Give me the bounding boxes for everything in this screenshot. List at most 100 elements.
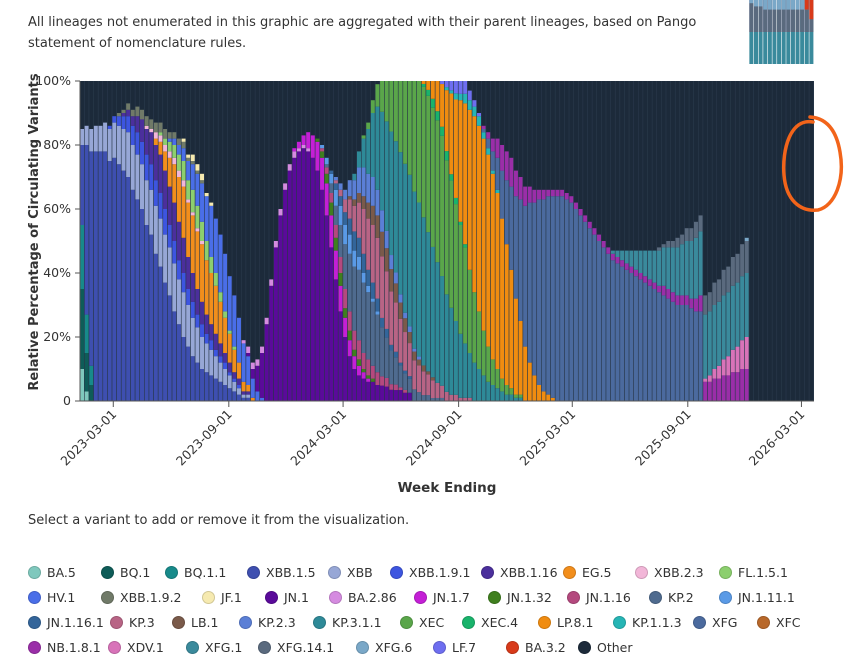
bar-segment-JN.1.16[interactable] <box>333 225 338 238</box>
bar-segment-XBB.1.5[interactable] <box>135 199 140 401</box>
bar-segment-HV.1[interactable] <box>223 253 228 312</box>
bar-segment-EG.5[interactable] <box>186 202 191 257</box>
week-bar[interactable] <box>513 81 519 401</box>
week-bar[interactable] <box>472 81 478 401</box>
bar-segment-XEC[interactable] <box>384 81 389 122</box>
bar-segment-XFG[interactable] <box>560 196 565 401</box>
legend-item-BQ.1[interactable]: BQ.1 <box>101 565 165 580</box>
bar-segment-LB.1[interactable] <box>407 332 412 344</box>
bar-segment-XBB[interactable] <box>200 337 205 369</box>
bar-segment-XBB.1.5[interactable] <box>181 337 186 401</box>
bar-segment-NB.1.8.1[interactable] <box>578 209 583 216</box>
bar-segment-KP.2.3[interactable] <box>380 210 385 232</box>
bar-segment-XBB.1.5[interactable] <box>149 234 154 401</box>
bar-segment-LP.8.1[interactable] <box>472 116 477 293</box>
bar-segment-EG.5[interactable] <box>246 385 251 392</box>
bar-segment-EG.5[interactable] <box>213 285 218 334</box>
bar-segment-XFG.14.1[interactable] <box>670 241 675 248</box>
bar-segment-KP.3.1.1[interactable] <box>393 141 398 273</box>
bar-segment-XBB.1.5[interactable] <box>144 225 149 401</box>
week-bar[interactable] <box>500 81 505 401</box>
bar-segment-FL.1.5.1[interactable] <box>232 346 237 350</box>
bar-segment-LP.8.1[interactable] <box>453 99 458 198</box>
bar-segment-KP.2[interactable] <box>361 282 366 353</box>
bar-segment-JN.1[interactable] <box>343 337 348 401</box>
bar-segment-KP.3[interactable] <box>380 256 385 318</box>
bar-segment-XBB[interactable] <box>163 234 168 283</box>
bar-segment-LP.8.1[interactable] <box>481 138 486 331</box>
week-bar[interactable] <box>80 81 85 401</box>
bar-segment-XFG.14.1[interactable] <box>657 247 662 251</box>
week-bar[interactable] <box>527 81 533 401</box>
bar-segment-XBB.1.9.1[interactable] <box>190 301 195 318</box>
bar-segment-XFG[interactable] <box>684 305 689 401</box>
bar-segment-JN.1.7[interactable] <box>306 132 311 149</box>
bar-segment-EG.5[interactable] <box>167 157 172 187</box>
bar-segment-JN.1[interactable] <box>255 365 260 392</box>
bar-segment-XBB.1.16[interactable] <box>204 314 209 334</box>
bar-segment-XBB[interactable] <box>153 205 158 254</box>
bar-segment-XBB.1.16[interactable] <box>227 362 232 373</box>
week-bar[interactable] <box>343 81 348 401</box>
bar-segment-XFG.14.1[interactable] <box>744 241 749 273</box>
bar-segment-JF.1[interactable] <box>209 202 214 206</box>
bar-segment-XFG[interactable] <box>573 209 578 401</box>
bar-segment-LB.1[interactable] <box>416 359 422 366</box>
bar-segment-KP.3[interactable] <box>352 205 357 232</box>
bar-segment-JN.1[interactable] <box>398 390 403 401</box>
week-bar[interactable] <box>218 81 224 401</box>
bar-segment-XFG[interactable] <box>597 241 602 401</box>
bar-segment-XFG[interactable] <box>652 289 657 401</box>
bar-segment-JN.1.16.1[interactable] <box>347 218 352 235</box>
bar-segment-JN.1.11.1[interactable] <box>324 157 329 165</box>
week-bar[interactable] <box>121 81 127 401</box>
bar-segment-XFG.1[interactable] <box>629 250 634 267</box>
bar-segment-XFG.1[interactable] <box>698 231 703 296</box>
bar-segment-BA.2.86[interactable] <box>301 145 306 149</box>
bar-segment-XBB.1.5[interactable] <box>209 375 214 401</box>
week-bar[interactable] <box>352 81 357 401</box>
bar-segment-XDV.1[interactable] <box>717 365 722 379</box>
legend-item-FL.1.5.1[interactable]: FL.1.5.1 <box>719 565 799 580</box>
bar-segment-KP.2.3[interactable] <box>370 177 375 206</box>
bar-segment-XBB.1.9.1[interactable] <box>135 132 140 155</box>
bar-segment-KP.3[interactable] <box>333 180 338 184</box>
bar-segment-JN.1.7[interactable] <box>356 365 361 376</box>
week-bar[interactable] <box>652 81 658 401</box>
bar-segment-XBB.1.9.1[interactable] <box>172 241 177 264</box>
bar-segment-XFG.6[interactable] <box>800 0 805 10</box>
bar-segment-JN.1.11.1[interactable] <box>320 145 325 149</box>
bar-segment-XBB.1.16[interactable] <box>153 145 158 181</box>
bar-segment-NB.1.8.1[interactable] <box>666 289 671 299</box>
bar-segment-JN.1.16[interactable] <box>389 384 394 390</box>
week-bar[interactable] <box>564 81 570 401</box>
bar-segment-FL.1.5.1[interactable] <box>213 273 218 286</box>
week-bar[interactable] <box>158 81 164 401</box>
bar-segment-KP.3[interactable] <box>384 271 389 329</box>
bar-segment-JN.1.16.1[interactable] <box>384 328 389 338</box>
bar-segment-KP.3.1.1[interactable] <box>449 307 454 395</box>
bar-segment-LP.8.1[interactable] <box>509 269 514 389</box>
bar-segment-XBB.2.3[interactable] <box>181 180 186 187</box>
bar-segment-KP.1.1.3[interactable] <box>481 132 486 139</box>
bar-segment-XBB[interactable] <box>130 145 135 190</box>
bar-segment-XEC.4[interactable] <box>449 174 454 181</box>
bar-segment-KP.2[interactable] <box>421 395 426 401</box>
bar-segment-KP.3.1.1[interactable] <box>380 111 385 211</box>
bar-segment-XFG[interactable] <box>670 301 675 401</box>
bar-segment-EG.5[interactable] <box>195 231 200 289</box>
week-bar[interactable] <box>144 81 150 401</box>
bar-segment-NB.1.8.1[interactable] <box>744 369 749 401</box>
bar-segment-KP.3.1.1[interactable] <box>453 321 458 395</box>
bar-segment-LP.8.1[interactable] <box>513 298 518 395</box>
week-bar[interactable] <box>292 81 297 401</box>
bar-segment-JN.1.7[interactable] <box>296 141 301 149</box>
bar-segment-FL.1.5.1[interactable] <box>158 132 163 136</box>
bar-segment-NB.1.8.1[interactable] <box>573 202 578 209</box>
bar-segment-XFG.14.1[interactable] <box>675 237 680 248</box>
bar-segment-XBB.1.16[interactable] <box>121 113 126 117</box>
bar-segment-XEC[interactable] <box>430 107 435 247</box>
week-bar[interactable] <box>347 81 353 401</box>
bar-segment-XBB.1.9.1[interactable] <box>126 116 131 133</box>
bar-segment-XEC.4[interactable] <box>440 126 445 136</box>
